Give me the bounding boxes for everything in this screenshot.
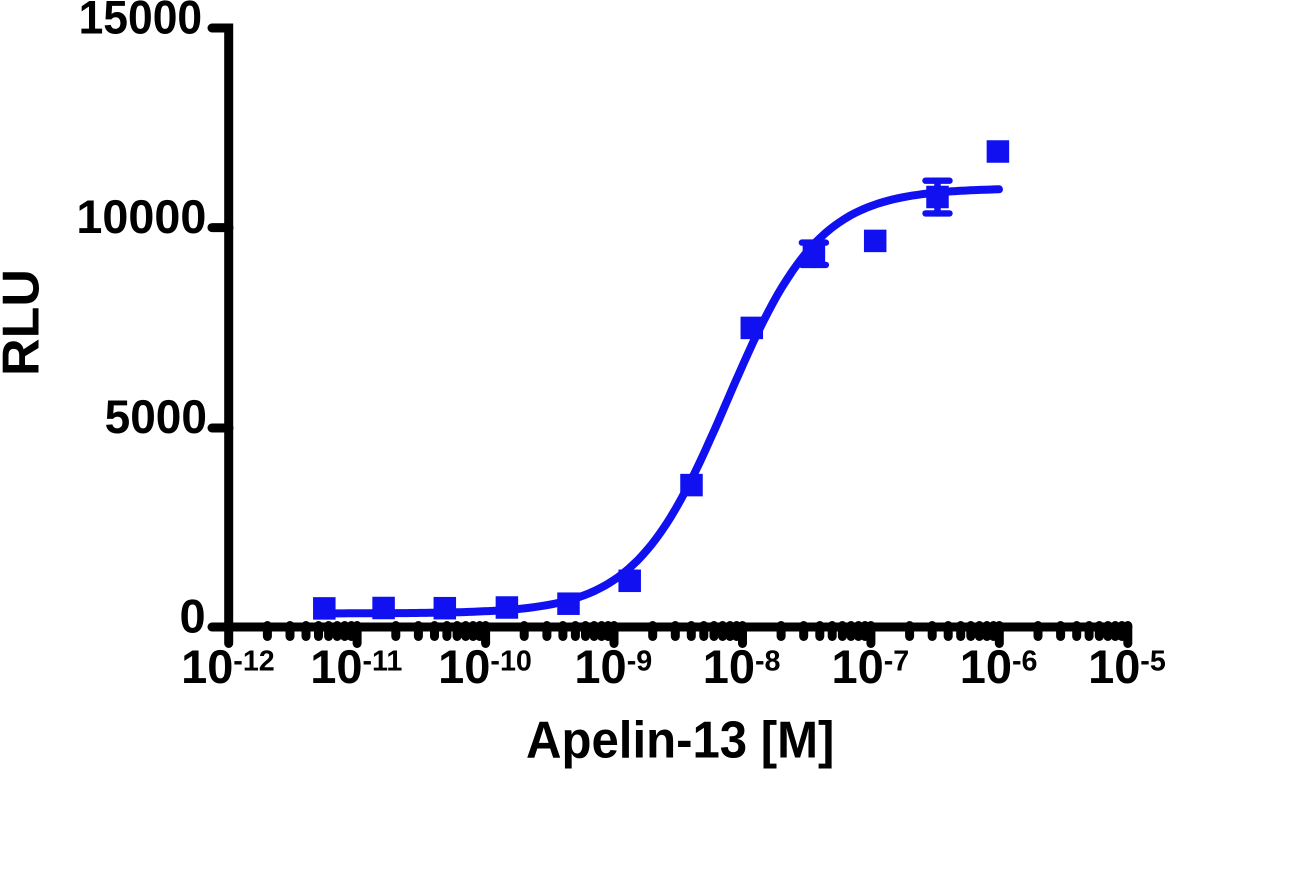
svg-text:-11: -11 [363, 646, 403, 678]
svg-text:RLU: RLU [0, 269, 51, 376]
svg-text:-10: -10 [490, 646, 531, 678]
svg-text:10: 10 [181, 640, 233, 693]
svg-text:10: 10 [438, 640, 490, 693]
svg-text:-9: -9 [627, 646, 653, 678]
svg-text:10: 10 [832, 640, 884, 693]
svg-text:-7: -7 [884, 646, 910, 678]
svg-text:10: 10 [310, 640, 362, 693]
svg-text:-6: -6 [1012, 646, 1038, 678]
svg-text:0: 0 [179, 589, 205, 642]
svg-text:10: 10 [703, 640, 755, 693]
svg-text:Apelin-13 [M]: Apelin-13 [M] [526, 712, 834, 770]
svg-text:10: 10 [1088, 640, 1140, 693]
svg-text:15000: 15000 [79, 0, 203, 44]
svg-text:-12: -12 [233, 646, 274, 678]
svg-text:-5: -5 [1140, 646, 1166, 678]
svg-text:5000: 5000 [105, 390, 207, 443]
svg-text:10: 10 [960, 640, 1012, 693]
svg-text:10: 10 [574, 640, 626, 693]
svg-text:10000: 10000 [76, 190, 206, 243]
svg-text:-8: -8 [755, 646, 781, 678]
